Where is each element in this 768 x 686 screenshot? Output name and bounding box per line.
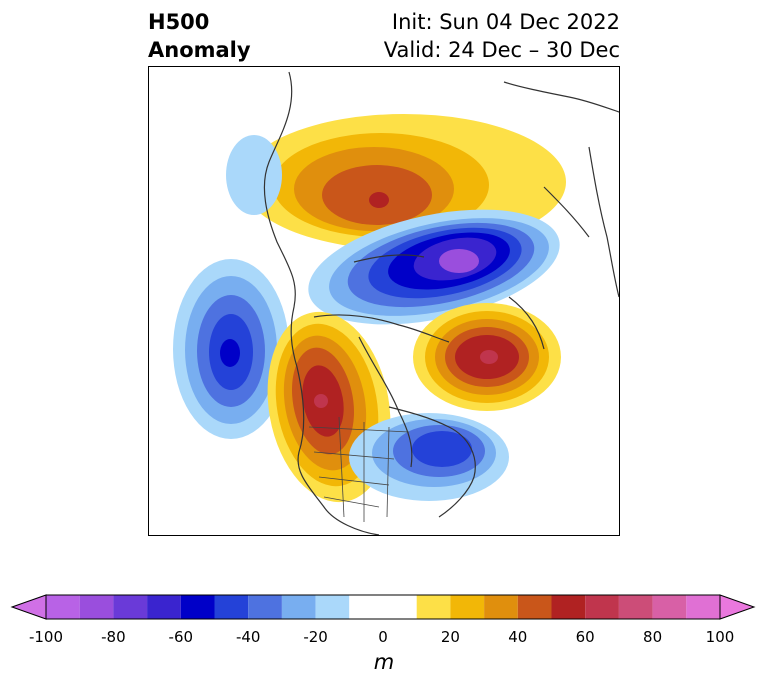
colorbar-bin: [551, 595, 586, 619]
colorbar-tick-label: 100: [705, 628, 735, 646]
anomaly-map: [148, 66, 620, 536]
colorbar-bin: [281, 595, 316, 619]
anomaly-negative-north-pacific: [173, 259, 289, 439]
colorbar-tick-label: -60: [168, 628, 194, 646]
colorbar-tick-label: 80: [643, 628, 663, 646]
colorbar-bin: [517, 595, 552, 619]
colorbar-bin: [484, 595, 518, 619]
colorbar-tick-label: 60: [575, 628, 595, 646]
colorbar-bin: [180, 595, 215, 619]
valid-date-label: Valid: 24 Dec – 30 Dec: [383, 38, 620, 62]
coastlines: [263, 71, 619, 535]
map-canvas: [173, 71, 619, 535]
chart-title: H500 Anomaly: [148, 8, 251, 64]
colorbar-tick-label: -20: [303, 628, 328, 646]
colorbar-tick-label: 0: [378, 628, 388, 646]
colorbar-bin: [248, 595, 282, 619]
colorbar-tick-label: -40: [235, 628, 261, 646]
colorbar-bin: [315, 595, 350, 619]
title-line-variable: H500: [148, 10, 210, 34]
colorbar-bin: [349, 595, 417, 619]
title-line-type: Anomaly: [148, 38, 251, 62]
colorbar-tick-label: -100: [28, 628, 64, 646]
init-date-label: Init: Sun 04 Dec 2022: [391, 10, 620, 34]
colorbar-bin: [652, 595, 687, 619]
us-state-borders: [308, 416, 410, 522]
colorbar-tick-label: 40: [508, 628, 528, 646]
colorbar-over-arrow: [719, 594, 756, 620]
colorbar-bin: [585, 595, 619, 619]
colorbar-bin: [618, 595, 653, 619]
colorbar-bin: [79, 595, 114, 619]
anomaly-negative-arctic: [308, 209, 560, 325]
colorbar-tick-label: 20: [440, 628, 460, 646]
colorbar-bin: [147, 595, 181, 619]
colorbar-under-arrow: [10, 594, 47, 620]
colorbar-bin: [214, 595, 249, 619]
anomaly-negative-bering: [226, 135, 282, 215]
anomaly-positive-north-atlantic: [413, 303, 561, 411]
colorbar-bin: [113, 595, 148, 619]
colorbar-outline: [45, 594, 721, 620]
colorbar: [10, 594, 756, 620]
colorbar-bin: [450, 595, 485, 619]
colorbar-bin: [46, 595, 80, 619]
colorbar-tick-label: -80: [101, 628, 126, 646]
colorbar-bin: [686, 595, 720, 619]
date-info: Init: Sun 04 Dec 2022 Valid: 24 Dec – 30…: [384, 8, 620, 64]
anomaly-positive-greenland: [242, 114, 566, 250]
colorbar-bin: [416, 595, 451, 619]
colorbar-units-label: m: [373, 650, 395, 674]
